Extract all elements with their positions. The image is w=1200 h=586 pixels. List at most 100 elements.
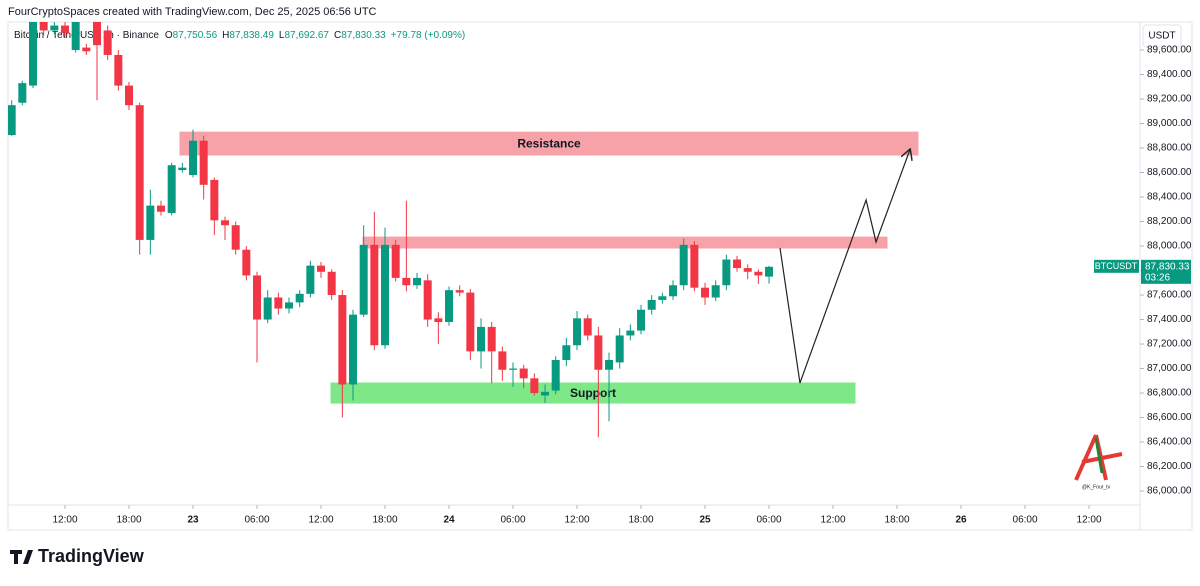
candle-body <box>530 378 539 394</box>
zone <box>179 131 919 156</box>
brand-logo: TradingView <box>10 546 145 566</box>
candle-body <box>658 296 667 300</box>
candle-body <box>679 244 688 286</box>
candle-body <box>615 335 624 363</box>
x-tick-label: 12:00 <box>1077 515 1102 526</box>
x-tick-label: 12:00 <box>52 515 77 526</box>
candle-body <box>135 105 144 240</box>
x-tick-label: 24 <box>443 515 455 526</box>
ohlc-key: C <box>334 30 341 41</box>
x-tick-label: 06:00 <box>757 515 782 526</box>
y-tick-label: 88,800.00 <box>1147 143 1192 154</box>
y-tick-label: 87,400.00 <box>1147 314 1192 325</box>
watermark: @K_Four_tv <box>1082 484 1111 490</box>
symbol: Bitcoin / TetherUS · 1h · Binance <box>14 30 159 41</box>
y-tick-label: 88,400.00 <box>1147 192 1192 203</box>
candle-body <box>445 290 454 322</box>
y-tick-label: 87,000.00 <box>1147 363 1192 374</box>
ohlc-value: 87,830.33 <box>341 30 386 41</box>
candle-body <box>626 330 635 336</box>
candle-body <box>18 83 27 103</box>
candle-body <box>306 265 315 294</box>
watermark-logo <box>1074 434 1123 481</box>
candle-body <box>317 265 326 272</box>
zone-label: Support <box>570 386 616 400</box>
x-tick-label: 18:00 <box>116 515 141 526</box>
candle-body <box>466 292 475 352</box>
candle-body <box>551 359 560 391</box>
x-tick-label: 06:00 <box>244 515 269 526</box>
price-tag-price: 87,830.33 <box>1145 261 1190 272</box>
candle-body <box>562 345 571 360</box>
x-tick-label: 23 <box>187 515 199 526</box>
x-tick-label: 18:00 <box>629 515 654 526</box>
candle-body <box>39 22 48 31</box>
candle-body <box>157 205 166 212</box>
candle-body <box>519 368 528 379</box>
y-tick-label: 86,000.00 <box>1147 486 1192 497</box>
ohlc-key: H <box>222 30 229 41</box>
candle-body <box>669 285 678 297</box>
zone <box>330 382 856 404</box>
candle-body <box>221 220 230 226</box>
candle-body <box>509 368 518 370</box>
candle-body <box>391 244 400 278</box>
plot-area: Resistance Support <box>8 22 919 438</box>
candle-body <box>285 302 294 309</box>
candle-body <box>295 293 304 303</box>
candle-body <box>637 309 646 331</box>
y-tick-label: 88,200.00 <box>1147 216 1192 227</box>
candle-body <box>125 85 134 106</box>
candle-body <box>455 290 464 293</box>
ohlc-value: 87,750.56 <box>173 30 218 41</box>
x-tick-label: 25 <box>699 515 711 526</box>
candle-body <box>338 295 347 385</box>
candle-body <box>594 335 603 370</box>
candle-body <box>349 314 358 385</box>
brand: TradingView <box>38 546 145 566</box>
candle-body <box>381 244 390 346</box>
x-tick-label: 12:00 <box>565 515 590 526</box>
x-tick-label: 12:00 <box>821 515 846 526</box>
candle-body <box>263 297 272 320</box>
candle-body <box>477 326 486 352</box>
x-tick-label: 06:00 <box>501 515 526 526</box>
x-tick-label: 26 <box>955 515 967 526</box>
candle-body <box>231 225 240 250</box>
x-tick-label: 06:00 <box>1013 515 1038 526</box>
candle-body <box>71 22 80 51</box>
candle-body <box>93 22 102 46</box>
projection-arrow <box>779 150 910 384</box>
candle-body <box>103 30 112 55</box>
ohlc-value: 87,838.49 <box>229 30 274 41</box>
ohlc-key: L <box>279 30 285 41</box>
candle-body <box>29 22 38 86</box>
y-tick-label: 86,600.00 <box>1147 412 1192 423</box>
candle-body <box>711 285 720 298</box>
legend: Bitcoin / TetherUS · 1h · Binance O87,750… <box>14 30 465 41</box>
candle-body <box>167 165 176 213</box>
candle-body <box>50 25 59 31</box>
y-tick-label: 86,400.00 <box>1147 437 1192 448</box>
zone-label: Resistance <box>517 137 581 151</box>
candle-body <box>541 391 550 396</box>
candle-body <box>743 268 752 272</box>
panel <box>7 21 1193 531</box>
candle-body <box>701 287 710 298</box>
candle-body <box>82 47 91 52</box>
y-tick-label: 89,600.00 <box>1147 45 1192 56</box>
candle-body <box>754 271 763 276</box>
candle-body <box>242 249 251 276</box>
y-tick-label: 88,000.00 <box>1147 241 1192 252</box>
y-tick-label: 86,800.00 <box>1147 388 1192 399</box>
candle-body <box>722 259 731 286</box>
candle-body <box>199 140 208 185</box>
y-tick-label: 87,200.00 <box>1147 339 1192 350</box>
x-tick-label: 18:00 <box>372 515 397 526</box>
x-tick-label: 12:00 <box>308 515 333 526</box>
candle-body <box>765 266 774 277</box>
currency-box <box>1142 24 1182 48</box>
candle-body <box>8 105 16 136</box>
candle-body <box>370 244 379 346</box>
candle-body <box>413 277 422 286</box>
